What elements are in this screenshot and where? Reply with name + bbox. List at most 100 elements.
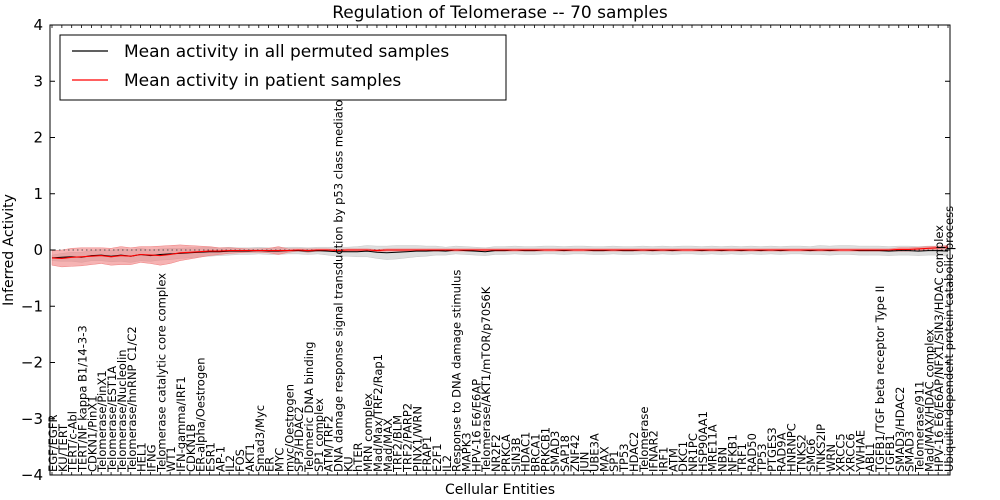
x-tick-label: PINX1/WRN xyxy=(410,406,424,472)
x-tick-label: Response to DNA damage stimulus xyxy=(450,270,464,472)
x-tick-label: BRCA1 xyxy=(529,433,543,472)
x-tick-label: TP53 xyxy=(617,443,631,473)
x-tick-label: ATM xyxy=(666,448,680,472)
x-tick-label: ABL1 xyxy=(863,443,877,472)
y-tick-label: −1 xyxy=(21,297,43,315)
x-tick-label: CDKN1B xyxy=(184,424,198,472)
x-tick-label: FRAP1 xyxy=(420,436,434,472)
x-tick-label: HPV-16 E6/E6AP/NFX1/SIN3/HDAC complex xyxy=(932,225,946,472)
x-tick-label: SMG6 xyxy=(804,439,818,472)
x-tick-label: DNA damage response signal transduction … xyxy=(332,95,346,472)
x-tick-label: Telomerase catalytic core complex xyxy=(154,273,168,473)
x-tick-label: MAX xyxy=(597,446,611,472)
plot-frame xyxy=(49,24,951,476)
x-tick-label: SMAD3 xyxy=(903,431,917,472)
x-tick-label: HPV-16 E6/E6AP xyxy=(469,379,483,472)
x-tick-label: Telomerase/911 xyxy=(913,381,927,473)
x-tick-label: SMAD3 xyxy=(548,431,562,472)
x-tick-label: JUN xyxy=(578,452,592,473)
y-tick-label: −4 xyxy=(21,466,43,484)
x-tick-label: TRF1 xyxy=(735,443,749,473)
x-tick-label: Mad/MAX/HDAC complex xyxy=(922,329,936,472)
y-tick-label: 2 xyxy=(33,129,43,147)
x-axis-label: Cellular Entities xyxy=(445,482,555,498)
x-tick-label: TNKS2 xyxy=(794,434,808,473)
x-tick-label: HSP90AA1 xyxy=(696,411,710,472)
y-tick-label: 1 xyxy=(33,185,43,203)
x-tick-label: YWHAE xyxy=(853,430,867,473)
x-tick-label: Telomerase xyxy=(637,407,651,474)
y-tick-label: −2 xyxy=(21,354,43,372)
line-series-1 xyxy=(51,246,949,259)
legend-label-patient: Mean activity in patient samples xyxy=(124,71,401,91)
x-tick-label: TGFB1 xyxy=(883,434,897,473)
x-tick-label: Mad/MAX xyxy=(381,418,395,472)
x-tick-label: TRF2/PARP2 xyxy=(401,403,415,473)
x-tick-label: NBN xyxy=(716,447,730,472)
x-tick-label: TERT/c-Abl xyxy=(66,411,80,473)
x-tick-label: CDKN1/PinX1 xyxy=(85,395,99,472)
legend: Mean activity in all permuted samples Me… xyxy=(59,34,507,101)
x-tick-label: TP53 xyxy=(755,443,769,473)
x-tick-label: KU/TERT xyxy=(56,423,70,472)
x-tick-label: RAD50 xyxy=(745,433,759,472)
x-tick-label: TNKS2IP xyxy=(814,424,828,473)
y-tick-label: 3 xyxy=(33,72,43,90)
x-tick-label: HDAC2 xyxy=(627,432,641,472)
x-tick-label: Telomerase/AKT1/mTOR/p70S6K xyxy=(479,286,493,473)
x-tick-label: Telomeric DNA binding xyxy=(302,342,316,473)
x-tick-label: ESR1 xyxy=(204,442,218,472)
x-tick-label: AP-1 xyxy=(213,446,227,472)
x-tick-label: MRN complex xyxy=(361,393,375,472)
x-tick-label: SAP18 xyxy=(558,435,572,472)
legend-label-permuted: Mean activity in all permuted samples xyxy=(124,42,449,62)
x-tick-label: AKT1 xyxy=(243,443,257,472)
x-tick-label: PRKCA xyxy=(499,434,513,472)
x-tick-label: SIN3B xyxy=(509,437,523,472)
x-tick-label: ZNF42 xyxy=(568,434,582,472)
y-axis: −4 −3 −2 −1 0 1 2 3 4 xyxy=(21,16,950,484)
x-tick-label: SMAD3/HDAC2 xyxy=(893,387,907,472)
x-tick-label: Telomerase/Nucleolin xyxy=(115,349,129,473)
x-tick-label: KU xyxy=(341,456,355,472)
x-tick-label: SP1 xyxy=(607,450,621,472)
y-tick-label: 4 xyxy=(33,16,43,34)
y-tick-label: 0 xyxy=(33,241,43,259)
x-tick-label: NFKB1 xyxy=(725,434,739,472)
x-tick-label: PRKCB1 xyxy=(538,427,552,472)
x-tick-label: WT1 xyxy=(164,446,178,472)
x-tick-label: IFN-gamma/IRF1 xyxy=(174,376,188,472)
x-tick-label: Telomerase/EST1A xyxy=(105,366,119,473)
x-tick-label: TERT/NF kappa B1/14-3-3 xyxy=(76,325,90,473)
x-tick-label: IRF1 xyxy=(657,447,671,472)
x-tick-label: ER-alpha/Oestrogen xyxy=(194,358,208,473)
x-tick-label: WRN xyxy=(824,444,838,472)
x-tick-label: hTER xyxy=(351,442,365,472)
x-tick-label: HDAC1 xyxy=(519,432,533,472)
x-tick-label: IL2 xyxy=(223,455,237,472)
x-tick-label: FOS xyxy=(233,449,247,472)
x-tick-label: XRCC5 xyxy=(834,433,848,472)
y-axis-label: Inferred Activity xyxy=(1,194,17,306)
x-tick-label: Telomerase/hnRNP C1/C2 xyxy=(125,326,139,473)
x-tick-label: NR2F2 xyxy=(489,434,503,472)
x-tick-label: HEL1 xyxy=(135,442,149,472)
x-tick-label: IFNG xyxy=(145,444,159,472)
series-lines xyxy=(50,246,950,259)
x-tick-label: Ubiquitin-dependent protein catabolic pr… xyxy=(942,206,956,472)
y-tick-label: −3 xyxy=(21,410,43,428)
x-tick-label: MYC xyxy=(273,448,287,472)
x-tick-label: SP1 complex xyxy=(312,398,326,472)
x-tick-label: PTGES3 xyxy=(765,427,779,472)
chart-title: Regulation of Telomerase -- 70 samples xyxy=(332,3,668,23)
x-tick-label: TRF2/BLM xyxy=(391,415,405,473)
x-tick-label: NR1PC xyxy=(686,433,700,472)
x-tick-label: Smad3/Myc xyxy=(253,405,267,472)
x-tick-label: Mad/Max/TRF2/Rap1 xyxy=(371,354,385,472)
x-tick-label: RAD9A xyxy=(775,432,789,472)
x-tick-label: HNRNPC xyxy=(785,423,799,472)
x-tick-label: XRCC6 xyxy=(844,433,858,472)
x-tick-label: ATM/TRF2 xyxy=(322,415,336,472)
